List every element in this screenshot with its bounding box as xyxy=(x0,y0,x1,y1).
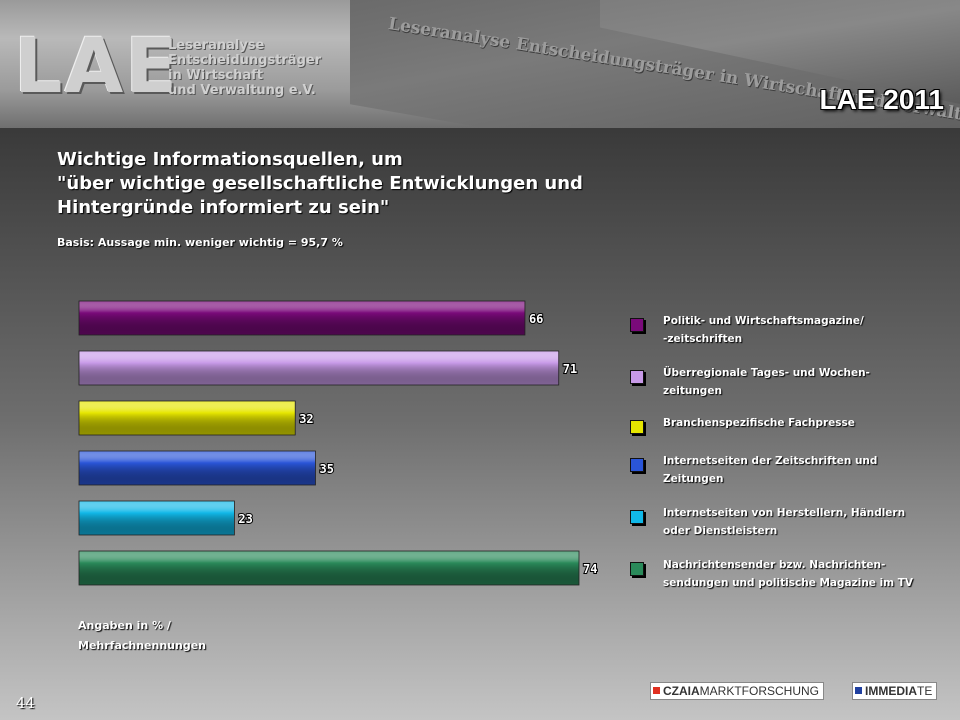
footnote: Angaben in % / Mehrfachnennungen xyxy=(78,616,206,656)
immediate-logo: IMMEDIATE xyxy=(852,682,938,700)
czaia-logo-rest: MARKTFORSCHUNG xyxy=(699,684,820,698)
bar-2 xyxy=(79,351,559,385)
bar-shading-1 xyxy=(78,300,526,336)
legend-label-line: Nachrichtensender bzw. Nachrichten- xyxy=(663,559,886,571)
bar-value-label: 32 xyxy=(299,412,313,426)
title-line: Wichtige Informationsquellen, um xyxy=(57,149,403,170)
legend-label: Internetseiten der Zeitschriften und Zeit… xyxy=(663,452,913,488)
legend-label-line: Branchenspezifische Fachpresse xyxy=(663,417,855,429)
bar-shading-4 xyxy=(78,450,316,486)
legend-label: Branchenspezifische Fachpresse xyxy=(663,414,913,432)
logo-subtitle-line: Entscheidungsträger xyxy=(168,53,322,68)
legend-label-line: sendungen und politische Magazine im TV xyxy=(663,577,914,589)
logo-subtitle-line: in Wirtschaft xyxy=(168,68,263,83)
bar-value-label: 66 xyxy=(529,312,543,326)
immediate-logo-bold: IMMEDIA xyxy=(865,684,917,698)
legend-label-line: Internetseiten von Herstellern, Händlern xyxy=(663,507,906,519)
lae-logo-subtitle: Leseranalyse Entscheidungsträger in Wirt… xyxy=(168,38,368,98)
bar-3 xyxy=(79,401,296,435)
legend-label-line: zeitungen xyxy=(663,385,722,397)
legend-swatch xyxy=(630,420,644,434)
bar-1 xyxy=(79,301,525,335)
legend-swatch xyxy=(630,510,644,524)
footnote-line: Mehrfachnennungen xyxy=(78,639,207,652)
chart-title: Wichtige Informationsquellen, um "über w… xyxy=(57,148,657,220)
title-line: Hintergründe informiert zu sein" xyxy=(57,197,390,218)
immediate-logo-mark xyxy=(855,687,862,694)
legend-item: Politik- und Wirtschaftsmagazine/ -zeitsc… xyxy=(630,312,930,352)
immediate-logo-rest: TE xyxy=(917,684,933,698)
legend-swatch xyxy=(630,370,644,384)
footnote-line: Angaben in % / xyxy=(78,619,171,632)
legend-label-line: oder Dienstleistern xyxy=(663,525,778,537)
legend-swatch xyxy=(630,458,644,472)
legend-label-line: Überregionale Tages- und Wochen- xyxy=(663,367,870,379)
czaia-marktforschung-logo: CZAIAMARKTFORSCHUNG xyxy=(650,682,825,700)
legend-label: Politik- und Wirtschaftsmagazine/ -zeitsc… xyxy=(663,312,913,348)
header-banner: Leseranalyse Entscheidungsträger in Wirt… xyxy=(0,0,960,128)
bar-shading-5 xyxy=(78,500,235,536)
czaia-logo-bold: CZAIA xyxy=(663,684,700,698)
bar-shading-2 xyxy=(78,350,560,386)
logo-subtitle-line: und Verwaltung e.V. xyxy=(168,83,316,98)
bar-value-label: 23 xyxy=(238,512,252,526)
bar-shading-3 xyxy=(78,400,296,436)
legend-swatch xyxy=(630,318,644,332)
bars-group: 66 71 32 35 23 74 xyxy=(78,300,598,586)
chart-subtitle: Basis: Aussage min. weniger wichtig = 95… xyxy=(57,236,343,249)
bar-shading-6 xyxy=(78,550,580,586)
bar-4 xyxy=(79,451,316,485)
legend-item: Überregionale Tages- und Wochen-zeitunge… xyxy=(630,364,930,404)
legend-item: Nachrichtensender bzw. Nachrichten-sendu… xyxy=(630,556,930,596)
legend-item: Branchenspezifische Fachpresse xyxy=(630,414,930,454)
legend-label: Überregionale Tages- und Wochen-zeitunge… xyxy=(663,364,913,400)
legend-label-line: Politik- und Wirtschaftsmagazine/ xyxy=(663,315,864,327)
title-line: "über wichtige gesellschaftliche Entwick… xyxy=(57,173,583,194)
bar-6 xyxy=(79,551,579,585)
bar-value-label: 35 xyxy=(319,462,333,476)
legend-label: Internetseiten von Herstellern, Händlern… xyxy=(663,504,913,540)
logo-subtitle-line: Leseranalyse xyxy=(168,38,265,53)
legend-label-line: Zeitungen xyxy=(663,473,724,485)
page-number: 44 xyxy=(16,694,36,712)
legend-item: Internetseiten der Zeitschriften und Zeit… xyxy=(630,452,930,492)
legend-swatch xyxy=(630,562,644,576)
legend-label-line: Internetseiten der Zeitschriften und xyxy=(663,455,878,467)
legend-item: Internetseiten von Herstellern, Händlern… xyxy=(630,504,930,544)
czaia-logo-mark xyxy=(653,687,660,694)
lae-logo: LAE xyxy=(14,21,180,110)
bar-value-label: 71 xyxy=(563,362,577,376)
bar-value-label: 74 xyxy=(583,562,597,576)
bar-5 xyxy=(79,501,235,535)
year-badge: LAE 2011 xyxy=(819,84,944,115)
legend-label: Nachrichtensender bzw. Nachrichten-sendu… xyxy=(663,556,913,592)
legend-label-line: -zeitschriften xyxy=(663,333,743,345)
